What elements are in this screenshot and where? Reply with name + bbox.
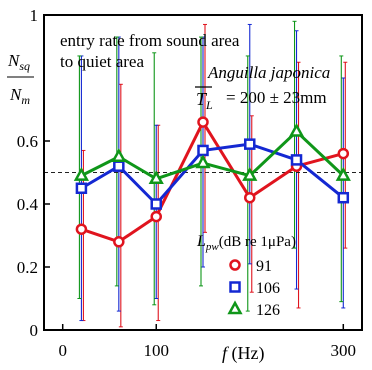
- marker-triangle: [335, 167, 351, 181]
- series-markers: [73, 116, 351, 248]
- y-tick-label: 1: [30, 6, 39, 25]
- marker-square: [113, 160, 125, 172]
- marker-square: [337, 191, 350, 204]
- marker-triangle: [227, 300, 243, 315]
- marker-square: [229, 281, 241, 293]
- y-label-denominator: Nm: [9, 85, 30, 107]
- y-label-numerator: Nsq: [7, 51, 30, 73]
- legend-label-126: 126: [256, 302, 280, 319]
- annotation-line-1: entry rate from sound area: [60, 31, 240, 50]
- marker-circle: [244, 191, 256, 204]
- length-value: = 200 ± 23mm: [226, 88, 327, 107]
- legend-title: Lpw(dB re 1μPa): [196, 233, 296, 253]
- species-name: Anguilla japonica: [207, 63, 330, 82]
- marker-square: [197, 144, 209, 157]
- y-tick-label: 0.2: [17, 258, 38, 277]
- marker-circle: [197, 116, 209, 128]
- marker-triangle: [288, 122, 305, 137]
- marker-square: [150, 198, 162, 210]
- y-tick-label: 0: [30, 321, 39, 340]
- marker-triangle: [195, 154, 211, 169]
- marker-circle: [113, 236, 125, 248]
- x-tick-label: 0: [58, 341, 67, 360]
- legend-label-91: 91: [256, 258, 272, 275]
- x-tick-label: 300: [331, 341, 357, 360]
- length-symbol: TL: [196, 89, 213, 112]
- x-axis-label: f (Hz): [222, 343, 265, 364]
- annotation-line-2: to quiet area: [60, 52, 144, 71]
- marker-circle: [150, 210, 162, 223]
- y-tick-label: 0.6: [17, 132, 38, 151]
- marker-triangle: [111, 148, 127, 162]
- marker-square: [75, 182, 88, 194]
- legend-label-106: 106: [256, 280, 280, 297]
- marker-triangle: [148, 170, 164, 185]
- x-tick-label: 100: [143, 341, 169, 360]
- marker-triangle: [242, 167, 258, 181]
- y-tick-label: 0.4: [17, 195, 39, 214]
- marker-circle: [229, 259, 241, 271]
- marker-circle: [75, 223, 88, 235]
- marker-square: [290, 154, 303, 166]
- legend: Lpw(dB re 1μPa) 91 106 126: [196, 233, 296, 319]
- length-label: TL = 200 ± 23mm: [195, 86, 327, 112]
- y-axis-label: Nsq Nm: [7, 51, 34, 107]
- marker-triangle: [73, 167, 90, 181]
- marker-square: [244, 138, 256, 150]
- marker-circle: [337, 147, 350, 160]
- axis-ticks: 0 0.2 0.4 0.6 1 0 100 300: [17, 6, 356, 360]
- plot-frame: [43, 14, 363, 331]
